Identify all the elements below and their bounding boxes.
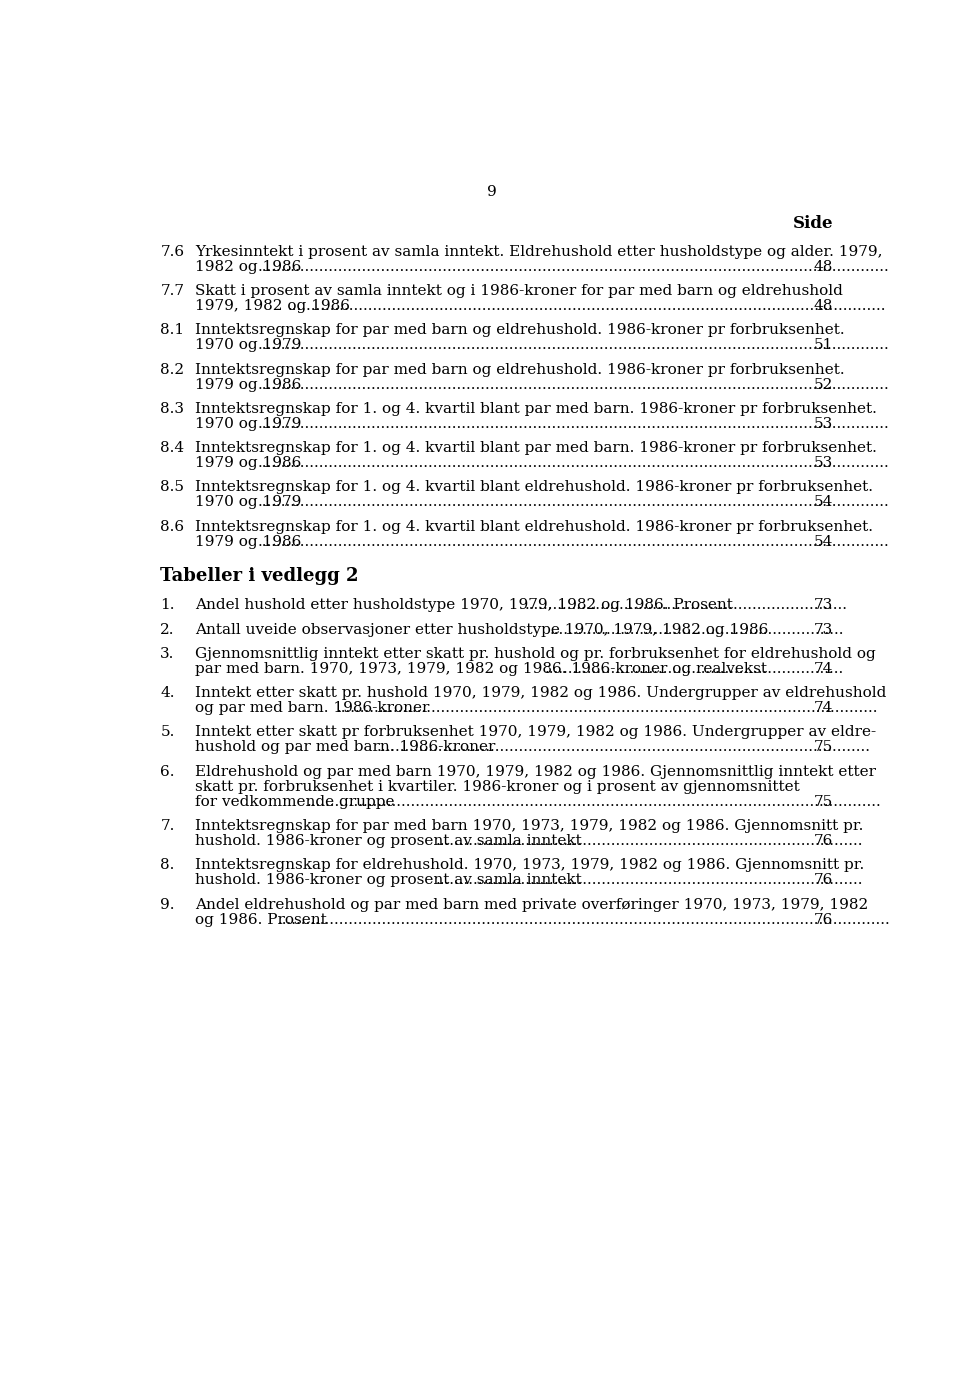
Text: 1979 og 1986: 1979 og 1986	[195, 377, 301, 391]
Text: Eldrehushold og par med barn 1970, 1979, 1982 og 1986. Gjennomsnittlig inntekt e: Eldrehushold og par med barn 1970, 1979,…	[195, 765, 876, 779]
Text: 7.7: 7.7	[160, 284, 184, 298]
Text: 8.6: 8.6	[160, 520, 184, 534]
Text: 75: 75	[814, 741, 833, 755]
Text: hushold. 1986-kroner og prosent av samla inntekt: hushold. 1986-kroner og prosent av samla…	[195, 874, 582, 888]
Text: ................................................................................: ........................................…	[307, 794, 882, 808]
Text: Inntektsregnskap for 1. og 4. kvartil blant par med barn. 1986-kroner pr forbruk: Inntektsregnskap for 1. og 4. kvartil bl…	[195, 442, 877, 456]
Text: 52: 52	[814, 377, 833, 391]
Text: 8.4: 8.4	[160, 442, 184, 456]
Text: ................................................................................: ........................................…	[436, 874, 863, 888]
Text: 8.3: 8.3	[160, 401, 184, 415]
Text: ..............................................................: ........................................…	[549, 622, 844, 636]
Text: 7.6: 7.6	[160, 245, 184, 259]
Text: Inntektsregnskap for 1. og 4. kvartil blant par med barn. 1986-kroner pr forbruk: Inntektsregnskap for 1. og 4. kvartil bl…	[195, 401, 877, 415]
Text: hushold og par med barn. 1986-kroner: hushold og par med barn. 1986-kroner	[195, 741, 495, 755]
Text: ................................................................................: ........................................…	[257, 377, 889, 391]
Text: 1970 og 1979: 1970 og 1979	[195, 495, 301, 509]
Text: 73: 73	[814, 622, 833, 636]
Text: og 1986. Prosent: og 1986. Prosent	[195, 913, 327, 927]
Text: Yrkesinntekt i prosent av samla inntekt. Eldrehushold etter husholdstype og alde: Yrkesinntekt i prosent av samla inntekt.…	[195, 245, 882, 259]
Text: 1979 og 1986: 1979 og 1986	[195, 456, 301, 470]
Text: Inntektsregnskap for 1. og 4. kvartil blant eldrehushold. 1986-kroner pr forbruk: Inntektsregnskap for 1. og 4. kvartil bl…	[195, 520, 874, 534]
Text: Gjennomsnittlig inntekt etter skatt pr. hushold og pr. forbruksenhet for eldrehu: Gjennomsnittlig inntekt etter skatt pr. …	[195, 647, 876, 661]
Text: Inntektsregnskap for par med barn 1970, 1973, 1979, 1982 og 1986. Gjennomsnitt p: Inntektsregnskap for par med barn 1970, …	[195, 819, 864, 833]
Text: 6.: 6.	[160, 765, 175, 779]
Text: ................................................................................: ........................................…	[257, 456, 889, 470]
Text: 53: 53	[814, 456, 833, 470]
Text: ................................................................................: ........................................…	[257, 534, 889, 548]
Text: 9.: 9.	[160, 898, 175, 911]
Text: 8.: 8.	[160, 858, 175, 872]
Text: 76: 76	[814, 874, 833, 888]
Text: ................................................................................: ........................................…	[257, 338, 889, 352]
Text: Inntektsregnskap for par med barn og eldrehushold. 1986-kroner pr forbruksenhet.: Inntektsregnskap for par med barn og eld…	[195, 323, 845, 337]
Text: 76: 76	[814, 835, 833, 849]
Text: hushold. 1986-kroner og prosent av samla inntekt: hushold. 1986-kroner og prosent av samla…	[195, 835, 582, 849]
Text: ................................................................................: ........................................…	[436, 835, 863, 849]
Text: 75: 75	[814, 794, 833, 808]
Text: 3.: 3.	[160, 647, 175, 661]
Text: Andel hushold etter husholdstype 1970, 1979, 1982 og 1986. Prosent: Andel hushold etter husholdstype 1970, 1…	[195, 598, 733, 612]
Text: 1979 og 1986: 1979 og 1986	[195, 534, 301, 548]
Text: Tabeller i vedlegg 2: Tabeller i vedlegg 2	[160, 566, 359, 584]
Text: Side: Side	[793, 215, 833, 232]
Text: ....................................................................: ........................................…	[524, 598, 848, 612]
Text: Inntektsregnskap for eldrehushold. 1970, 1973, 1979, 1982 og 1986. Gjennomsnitt : Inntektsregnskap for eldrehushold. 1970,…	[195, 858, 864, 872]
Text: ................................................................................: ........................................…	[337, 702, 878, 716]
Text: 8.2: 8.2	[160, 362, 184, 376]
Text: ................................................................................: ........................................…	[257, 417, 889, 431]
Text: Antall uveide observasjoner etter husholdstype 1970, 1979, 1982 og 1986: Antall uveide observasjoner etter hushol…	[195, 622, 769, 636]
Text: 73: 73	[814, 598, 833, 612]
Text: 53: 53	[814, 417, 833, 431]
Text: 9: 9	[487, 185, 497, 199]
Text: 54: 54	[814, 495, 833, 509]
Text: 5.: 5.	[160, 726, 175, 740]
Text: 48: 48	[814, 260, 833, 274]
Text: 1982 og 1986: 1982 og 1986	[195, 260, 301, 274]
Text: 4.: 4.	[160, 686, 175, 700]
Text: Inntektsregnskap for 1. og 4. kvartil blant eldrehushold. 1986-kroner pr forbruk: Inntektsregnskap for 1. og 4. kvartil bl…	[195, 481, 874, 495]
Text: 48: 48	[814, 299, 833, 313]
Text: ...............................................................: ........................................…	[544, 661, 844, 675]
Text: 74: 74	[814, 702, 833, 716]
Text: 2.: 2.	[160, 622, 175, 636]
Text: par med barn. 1970, 1973, 1979, 1982 og 1986. 1986-kroner og realvekst: par med barn. 1970, 1973, 1979, 1982 og …	[195, 661, 767, 675]
Text: Andel eldrehushold og par med barn med private overføringer 1970, 1973, 1979, 19: Andel eldrehushold og par med barn med p…	[195, 898, 869, 911]
Text: 76: 76	[814, 913, 833, 927]
Text: Skatt i prosent av samla inntekt og i 1986-kroner for par med barn og eldrehusho: Skatt i prosent av samla inntekt og i 19…	[195, 284, 843, 298]
Text: ................................................................................: ........................................…	[287, 299, 886, 313]
Text: ................................................................................: ........................................…	[376, 741, 871, 755]
Text: ................................................................................: ........................................…	[257, 495, 889, 509]
Text: skatt pr. forbruksenhet i kvartiler. 1986-kroner og i prosent av gjennomsnittet: skatt pr. forbruksenhet i kvartiler. 198…	[195, 780, 800, 794]
Text: 51: 51	[814, 338, 833, 352]
Text: 1979, 1982 og 1986: 1979, 1982 og 1986	[195, 299, 350, 313]
Text: for vedkommende gruppe: for vedkommende gruppe	[195, 794, 395, 808]
Text: 8.1: 8.1	[160, 323, 184, 337]
Text: og par med barn. 1986-kroner: og par med barn. 1986-kroner	[195, 702, 429, 716]
Text: Inntekt etter skatt pr. hushold 1970, 1979, 1982 og 1986. Undergrupper av eldreh: Inntekt etter skatt pr. hushold 1970, 19…	[195, 686, 886, 700]
Text: Inntekt etter skatt pr forbruksenhet 1970, 1979, 1982 og 1986. Undergrupper av e: Inntekt etter skatt pr forbruksenhet 197…	[195, 726, 876, 740]
Text: 54: 54	[814, 534, 833, 548]
Text: 7.: 7.	[160, 819, 175, 833]
Text: ................................................................................: ........................................…	[257, 260, 889, 274]
Text: 8.5: 8.5	[160, 481, 184, 495]
Text: 1970 og 1979: 1970 og 1979	[195, 338, 301, 352]
Text: 1.: 1.	[160, 598, 175, 612]
Text: 74: 74	[814, 661, 833, 675]
Text: ................................................................................: ........................................…	[277, 913, 890, 927]
Text: 1970 og 1979: 1970 og 1979	[195, 417, 301, 431]
Text: Inntektsregnskap for par med barn og eldrehushold. 1986-kroner pr forbruksenhet.: Inntektsregnskap for par med barn og eld…	[195, 362, 845, 376]
